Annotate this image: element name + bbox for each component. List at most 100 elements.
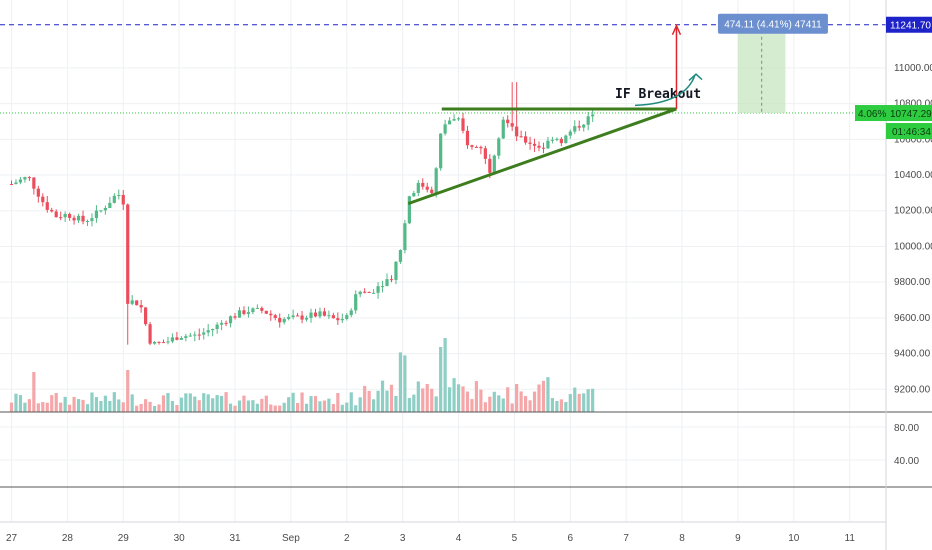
candle-body (488, 158, 492, 173)
volume-bar (14, 393, 18, 412)
volume-bar (264, 395, 268, 412)
measure-label-box (717, 13, 828, 34)
volume-bar (483, 402, 487, 412)
y-tick-label: 10600.00 (894, 134, 932, 145)
volume-bar (376, 390, 380, 412)
volume-bar (385, 390, 389, 412)
volume-bar (72, 396, 76, 412)
candle-body (425, 186, 429, 190)
candle-body (465, 130, 470, 146)
volume-bar (81, 399, 85, 412)
volume-bar (273, 405, 277, 412)
candle-body (54, 211, 58, 218)
candle-body (90, 218, 94, 222)
countdown-label: 01:46:34 (892, 127, 931, 138)
y-tick-label: 9400.00 (894, 349, 931, 360)
volume-bar (403, 355, 407, 412)
candle-body (367, 292, 371, 294)
volume-bar (492, 391, 496, 412)
candle-body (532, 143, 537, 146)
target-price-label: 11241.70 (890, 21, 931, 32)
volume-bar (121, 402, 125, 412)
candle-body (372, 292, 376, 294)
volume-bar (407, 398, 411, 412)
candle-body (430, 189, 434, 194)
candle-body (577, 126, 581, 128)
volume-bar (63, 396, 67, 412)
volume-bar (157, 404, 161, 412)
pct-tag (855, 105, 887, 122)
candle-body (313, 312, 318, 317)
candle-body (135, 300, 139, 306)
candle-body (318, 311, 322, 317)
volume-bar (568, 394, 572, 412)
volume-bar (340, 404, 344, 412)
volume-bar (41, 402, 45, 412)
volume-bar (510, 403, 514, 412)
x-tick-label: 31 (229, 533, 241, 544)
candle-body (300, 315, 304, 320)
volume-bar (479, 389, 483, 412)
volume-bar (546, 377, 550, 412)
candle-body (193, 334, 197, 336)
y-tick-label: 9600.00 (894, 313, 931, 324)
candle-body (197, 334, 201, 336)
volume-bar (94, 397, 99, 412)
candle-body (215, 324, 219, 330)
volume-bar (59, 402, 63, 412)
candle-body (452, 119, 456, 121)
volume-bar (291, 392, 295, 412)
candle-body (45, 202, 49, 210)
candle-body (479, 147, 483, 149)
x-tick-label: 30 (174, 533, 186, 544)
volume-bar (237, 400, 242, 412)
candle-body (304, 317, 309, 320)
candle-body (398, 250, 403, 262)
candle-body (32, 177, 36, 189)
candle-body (121, 194, 125, 205)
x-tick-label: 6 (568, 533, 574, 544)
candle-body (461, 118, 465, 131)
candle-body (68, 213, 72, 218)
candle-body (345, 315, 349, 319)
volume-bar (215, 395, 219, 412)
candle-body (483, 148, 487, 159)
volume-bar (50, 395, 54, 412)
candle-body (389, 279, 394, 281)
volume-bar (461, 386, 465, 412)
candle-body (541, 147, 546, 149)
volume-bar (515, 383, 519, 412)
volume-bar (224, 392, 228, 412)
candle-body (555, 138, 559, 140)
y-tick-label: 9200.00 (894, 384, 931, 395)
volume-bar (246, 400, 251, 412)
candle-body (94, 210, 99, 219)
candle-body (14, 182, 18, 185)
volume-bar (354, 405, 358, 412)
candle-body (112, 195, 116, 203)
volume-bar (278, 405, 282, 412)
candle-body (179, 337, 183, 340)
volume-bar (497, 395, 501, 412)
candle-body (27, 177, 31, 179)
volume-bar (541, 380, 546, 412)
candle-body (72, 217, 76, 221)
volume-bar (465, 391, 470, 412)
candle-body (349, 310, 353, 316)
volume-bar (349, 392, 353, 412)
volume-bar (582, 393, 586, 412)
volume-bar (117, 399, 121, 412)
volume-bar (389, 384, 394, 412)
candle-body (358, 291, 362, 295)
candle-body (497, 138, 501, 156)
volume-bar (367, 390, 371, 412)
volume-bar (76, 399, 81, 412)
volume-bar (36, 403, 40, 412)
volume-bar (309, 396, 313, 412)
candle-body (211, 329, 215, 331)
countdown-tag (886, 123, 932, 140)
volume-bar (220, 395, 224, 412)
volume-bar (18, 395, 23, 412)
